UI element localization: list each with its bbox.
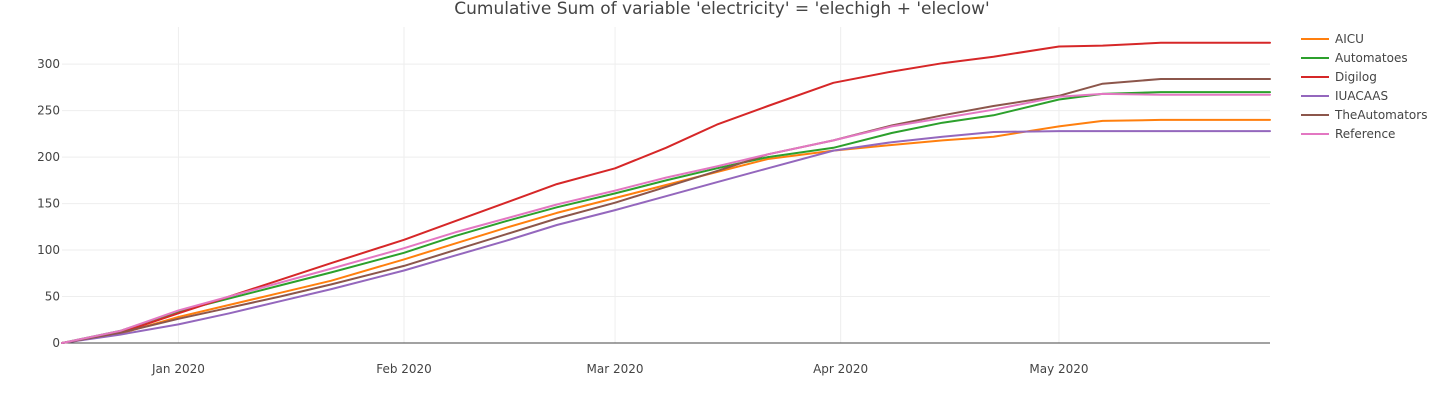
- legend[interactable]: AICU Automatoes Digilog IUACAAS TheAutomator…: [1301, 32, 1427, 141]
- legend-item-digilog[interactable]: Digilog: [1301, 70, 1377, 84]
- y-tick-label: 200: [37, 150, 60, 164]
- y-axis-ticks: 0 50 100 150 200 250 300: [37, 57, 60, 350]
- legend-label: IUACAAS: [1335, 89, 1388, 103]
- chart-title: Cumulative Sum of variable 'electricity'…: [454, 0, 989, 19]
- legend-label: TheAutomators: [1334, 108, 1427, 122]
- legend-item-automatoes[interactable]: Automatoes: [1301, 51, 1408, 65]
- legend-item-aicu[interactable]: AICU: [1301, 32, 1364, 46]
- x-tick-label: Jan 2020: [151, 362, 205, 376]
- legend-label: Automatoes: [1335, 51, 1408, 65]
- series-lines: [61, 41, 1271, 344]
- series-line-iuacaas: [61, 130, 1271, 344]
- legend-item-theautomators[interactable]: TheAutomators: [1301, 108, 1427, 122]
- grid: [62, 27, 1270, 343]
- y-tick-label: 100: [37, 243, 60, 257]
- series-line-theautomators: [61, 78, 1271, 344]
- y-tick-label: 50: [45, 290, 60, 304]
- legend-label: Reference: [1335, 127, 1395, 141]
- x-tick-label: Apr 2020: [813, 362, 868, 376]
- y-tick-label: 0: [52, 336, 60, 350]
- legend-item-iuacaas[interactable]: IUACAAS: [1301, 89, 1388, 103]
- legend-label: AICU: [1335, 32, 1364, 46]
- x-tick-label: Feb 2020: [376, 362, 432, 376]
- x-tick-label: May 2020: [1029, 362, 1088, 376]
- series-line-reference: [61, 92, 1271, 344]
- legend-item-reference[interactable]: Reference: [1301, 127, 1395, 141]
- series-line-digilog: [61, 41, 1271, 344]
- x-tick-label: Mar 2020: [587, 362, 644, 376]
- x-axis-ticks: Jan 2020 Feb 2020 Mar 2020 Apr 2020 May 2020: [151, 362, 1089, 376]
- y-tick-label: 150: [37, 197, 60, 211]
- legend-label: Digilog: [1335, 70, 1377, 84]
- y-tick-label: 300: [37, 57, 60, 71]
- y-tick-label: 250: [37, 104, 60, 118]
- series-line-automatoes: [61, 91, 1271, 344]
